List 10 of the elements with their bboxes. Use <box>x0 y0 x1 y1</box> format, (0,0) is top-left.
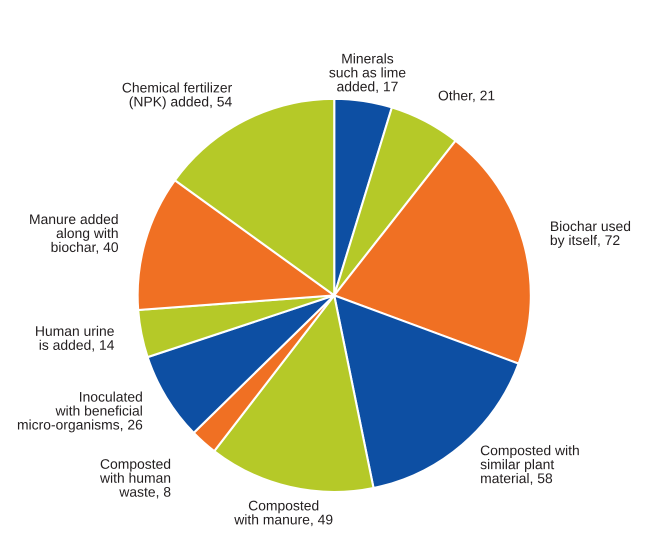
slice-label: Composted with manure, 49 <box>234 500 332 526</box>
slice-label: Chemical fertilizer (NPK) added, 54 <box>122 82 232 110</box>
slice-label: Composted with human waste, 8 <box>100 458 170 498</box>
slice-label: Other, 21 <box>438 90 494 102</box>
slice-label: Human urine is added, 14 <box>36 326 114 352</box>
slice-label: Manure added along with biochar, 40 <box>30 214 118 254</box>
slice-label: Minerals such as lime added, 17 <box>329 53 406 94</box>
slice-label: Inoculated with beneficial micro-organisms, 26 <box>18 392 142 432</box>
slice-label: Composted with similar plant material, 58 <box>480 445 579 485</box>
slice-label: Biochar used by itself, 72 <box>550 220 630 248</box>
